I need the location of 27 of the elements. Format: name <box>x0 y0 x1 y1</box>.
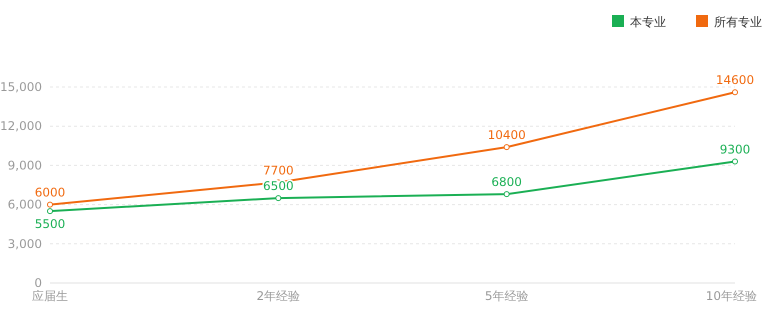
point <box>504 144 510 150</box>
point <box>47 208 53 214</box>
x-tick-label: 5年经验 <box>484 289 528 303</box>
data-label: 10400 <box>488 128 526 142</box>
data-label: 6500 <box>263 179 294 194</box>
point <box>47 202 53 208</box>
point <box>732 158 738 164</box>
data-label: 6800 <box>491 175 522 190</box>
y-tick-label: 0 <box>34 276 42 290</box>
point <box>732 89 738 96</box>
legend-label: 本专业 <box>630 15 666 29</box>
y-tick-label: 3,000 <box>8 236 42 251</box>
y-tick-label: 15,000 <box>0 80 42 94</box>
legend-label: 所有专业 <box>714 15 762 29</box>
x-tick-label: 应届生 <box>32 289 68 303</box>
y-tick-label: 12,000 <box>0 119 42 134</box>
point <box>275 195 282 202</box>
x-tick-label: 2年经验 <box>256 289 300 303</box>
y-tick-label: 9,000 <box>8 158 42 172</box>
data-label: 14600 <box>716 73 754 88</box>
data-label: 9300 <box>720 142 750 156</box>
data-label: 6000 <box>34 186 66 200</box>
y-tick-label: 6,000 <box>8 198 42 212</box>
x-tick-label: 10年经验 <box>706 289 757 303</box>
data-label: 7700 <box>263 163 294 178</box>
point <box>504 191 510 198</box>
data-label: 5500 <box>34 217 66 232</box>
